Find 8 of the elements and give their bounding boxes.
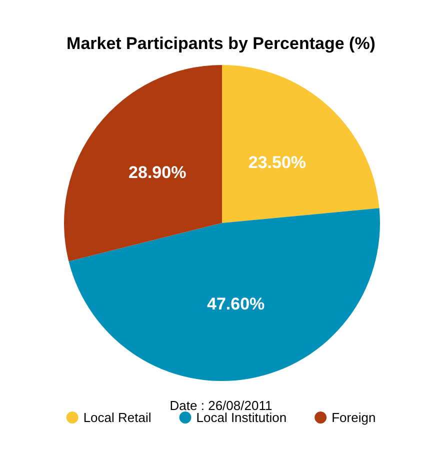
chart-title: Market Participants by Percentage (%) (66, 34, 376, 53)
data-label: 28.90% (128, 163, 186, 182)
text: Date : 26/08/2011 (170, 398, 272, 413)
legend-label: Local Retail (83, 410, 152, 425)
data-label: 47.60% (207, 294, 265, 314)
data-label: 23.50% (248, 152, 306, 172)
legend-label: Foreign (332, 410, 376, 425)
legend-label: Local Institution (196, 410, 287, 425)
